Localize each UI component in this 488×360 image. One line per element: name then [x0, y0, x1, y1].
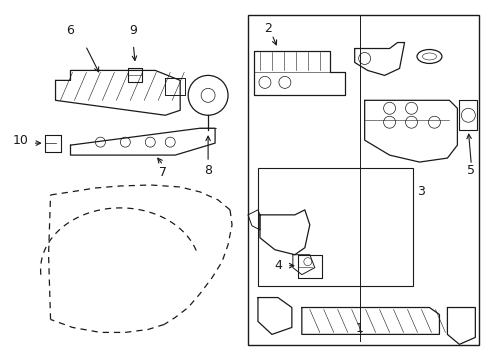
- Text: 1: 1: [355, 323, 363, 336]
- Text: 5: 5: [467, 163, 474, 176]
- Text: 2: 2: [264, 22, 271, 35]
- Bar: [247, 15, 478, 345]
- Text: 6: 6: [66, 24, 74, 37]
- Bar: [258, 168, 412, 285]
- Text: 4: 4: [273, 259, 281, 272]
- Text: 8: 8: [203, 163, 212, 176]
- Text: 9: 9: [129, 24, 137, 37]
- Text: 7: 7: [159, 166, 167, 179]
- Text: 3: 3: [417, 185, 425, 198]
- Text: 10: 10: [13, 134, 28, 147]
